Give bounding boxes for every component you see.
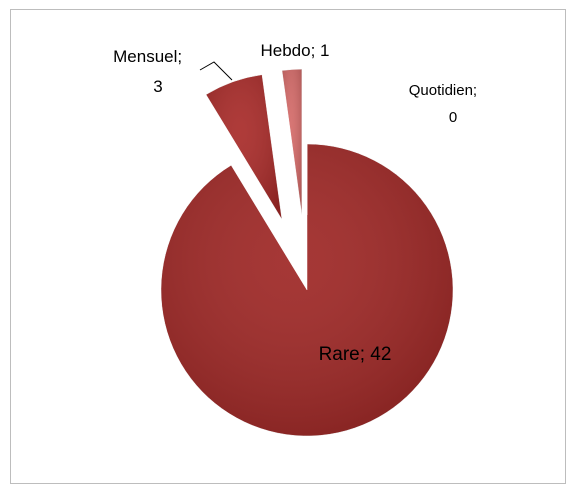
leader-line bbox=[199, 61, 233, 81]
data-label: Mensuel; 3 bbox=[113, 47, 187, 96]
data-label: Rare; 42 bbox=[319, 344, 392, 365]
data-label: Quotidien; 0 bbox=[409, 82, 482, 126]
data-label: Hebdo; 1 bbox=[261, 41, 330, 60]
labels: Rare; 42 Mensuel; 3 Hebdo; 1 Quotidien; 0 bbox=[113, 41, 481, 365]
